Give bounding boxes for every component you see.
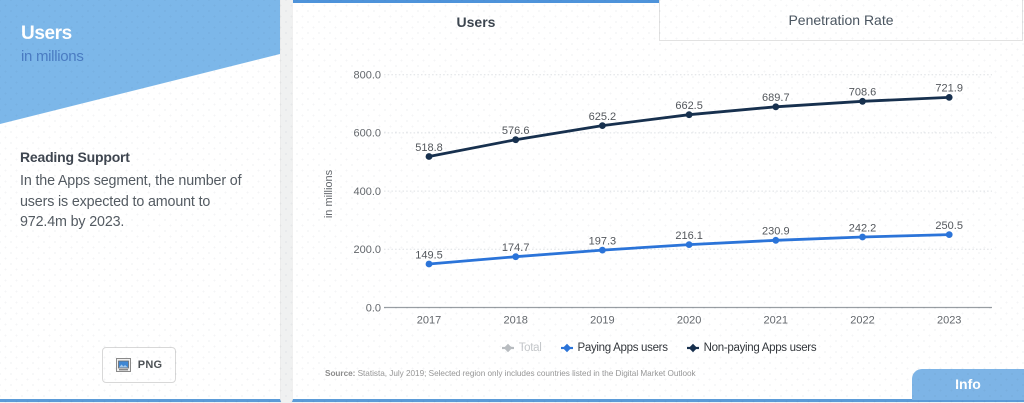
svg-text:689.7: 689.7 [762,92,790,104]
svg-text:400.0: 400.0 [353,186,381,198]
svg-text:174.7: 174.7 [502,242,530,254]
svg-text:800.0: 800.0 [353,70,381,82]
svg-text:576.6: 576.6 [502,125,530,137]
svg-text:721.9: 721.9 [935,83,963,95]
svg-text:662.5: 662.5 [675,100,703,112]
svg-text:2020: 2020 [677,315,701,327]
svg-text:149.5: 149.5 [415,249,443,261]
svg-text:2019: 2019 [590,315,614,327]
svg-text:2017: 2017 [417,315,441,327]
svg-text:518.8: 518.8 [415,142,443,154]
svg-text:2022: 2022 [850,315,874,327]
svg-text:242.2: 242.2 [849,222,877,234]
svg-text:216.1: 216.1 [675,230,703,242]
svg-text:2018: 2018 [503,315,527,327]
svg-text:250.5: 250.5 [935,220,963,232]
svg-text:200.0: 200.0 [353,244,381,256]
svg-text:in millions: in millions [323,169,335,218]
svg-text:600.0: 600.0 [353,128,381,140]
svg-text:2023: 2023 [937,315,961,327]
svg-text:230.9: 230.9 [762,226,790,238]
svg-text:625.2: 625.2 [589,111,617,123]
svg-text:0.0: 0.0 [366,302,381,314]
svg-text:2021: 2021 [764,315,788,327]
svg-text:197.3: 197.3 [589,235,617,247]
svg-text:708.6: 708.6 [849,87,877,99]
